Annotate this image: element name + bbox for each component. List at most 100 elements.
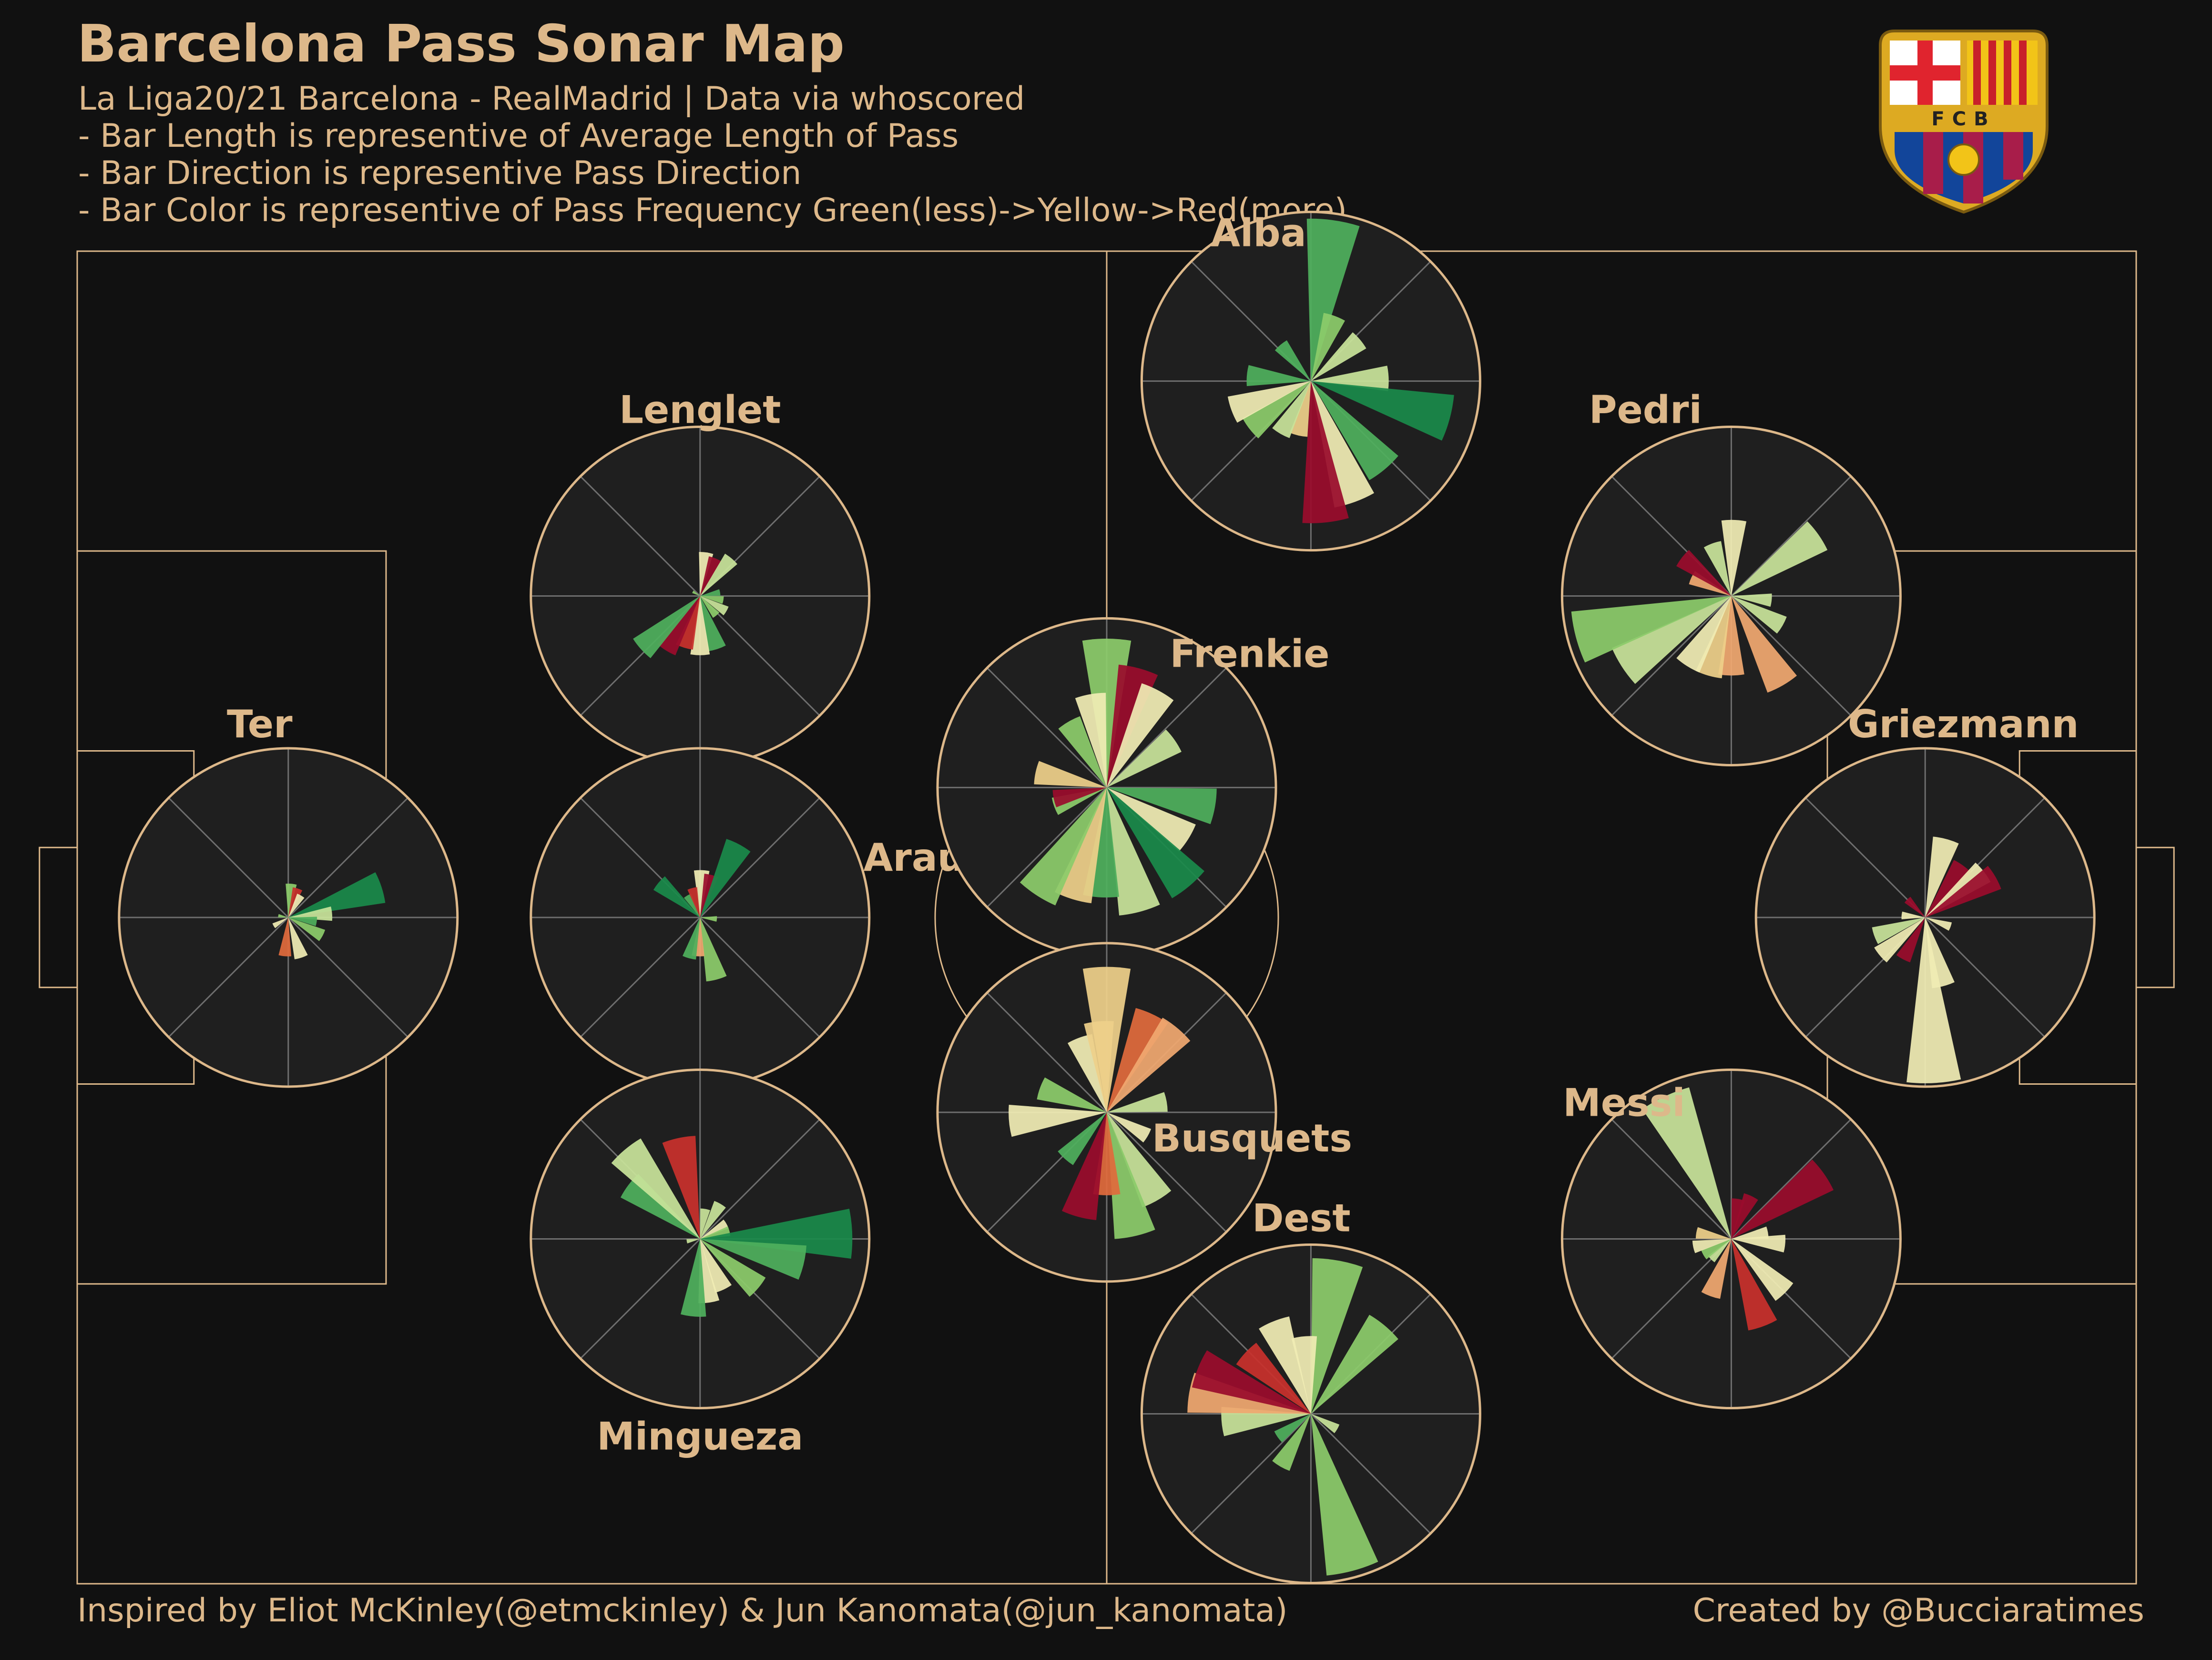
player-label: Dest: [1252, 1196, 1351, 1240]
sonar-messi: Messi: [1560, 1069, 1902, 1410]
sonar-bar: [1107, 787, 1205, 898]
sonar-bar: [1731, 1193, 1758, 1239]
sonar-gridline: [580, 476, 701, 597]
sonar-bar: [1107, 729, 1182, 788]
sonar-gridline: [580, 917, 701, 1038]
sonar-bar: [1037, 1077, 1107, 1112]
sonar-gridline: [1925, 917, 2046, 1038]
sonar-bar: [700, 553, 738, 596]
sonar-bar: [1274, 340, 1311, 381]
sonar-bar: [1731, 1239, 1794, 1301]
sonar-bar: [1227, 381, 1311, 423]
sonar-outline: [1140, 211, 1481, 552]
sonar-bar: [1311, 1258, 1363, 1414]
sonar-gridline: [1611, 595, 1732, 716]
sonar-bar: [681, 1239, 706, 1317]
player-label: Ter: [227, 702, 293, 746]
sonar-dest: Dest: [1140, 1196, 1481, 1585]
sonar-gridline: [168, 797, 289, 918]
sonar-gridline: [699, 1119, 820, 1240]
left-goal: [39, 846, 78, 988]
sonar-bar: [1731, 1159, 1834, 1239]
sonar-gridline: [1731, 476, 1852, 597]
sonar-bar: [686, 1239, 700, 1243]
sonar-bar: [1274, 1414, 1311, 1443]
sonar-bar: [700, 596, 729, 616]
sonar-lenglet: Lenglet: [530, 387, 871, 766]
sonar-bar: [1019, 787, 1107, 906]
sonar-bar: [1925, 836, 1959, 917]
sonar-bar: [1311, 1314, 1398, 1414]
sonar-bar: [1925, 866, 2001, 917]
right-goal: [2135, 846, 2175, 988]
subtitle-line-2: - Bar Length is representive of Average …: [78, 117, 959, 155]
sonar-bar: [1302, 381, 1349, 523]
sonar-bar: [1676, 596, 1732, 673]
sonar-bar: [1721, 519, 1747, 596]
sonar-bar: [1192, 1350, 1311, 1414]
sonar-bar: [1067, 1034, 1107, 1112]
sonar-bar: [1311, 1414, 1378, 1576]
sonar-bar: [657, 596, 700, 656]
sonar-bar: [1731, 1239, 1777, 1331]
sonar-bar: [288, 917, 326, 941]
pitch-markings: [39, 250, 2175, 1585]
sonar-bar: [611, 1138, 700, 1239]
sonar-gridline: [1731, 595, 1852, 716]
sonar-bar: [1703, 541, 1732, 596]
sonar-gridline: [1106, 1111, 1227, 1232]
sonar-bar: [700, 1208, 711, 1239]
sonar-bar: [1058, 716, 1107, 788]
sonar-bar: [1731, 1234, 1785, 1253]
sonar-outline: [1140, 1243, 1481, 1585]
sonar-bar: [1236, 1343, 1311, 1414]
sonar-bar: [1061, 1112, 1107, 1221]
sonar-gridline: [287, 797, 408, 918]
sonar-bar: [1107, 1008, 1168, 1112]
sonar-bar: [1084, 1021, 1114, 1112]
sonar-bar: [1058, 1112, 1107, 1165]
sonar-bar: [700, 556, 722, 596]
sonar-bar: [1107, 1112, 1152, 1143]
sonar-bar: [633, 596, 700, 658]
chart-title: Barcelona Pass Sonar Map: [77, 14, 845, 74]
sonar-bar: [1311, 332, 1366, 381]
sonar-bar: [1731, 1226, 1769, 1239]
player-label: Frenkie: [1170, 631, 1329, 676]
sonar-bar: [1272, 1414, 1311, 1471]
sonar-bar: [1708, 1239, 1732, 1263]
sonar-gridline: [168, 917, 289, 1038]
sonar-bar: [1107, 1092, 1168, 1112]
sonar-bar: [620, 1174, 700, 1239]
sonar-bar: [683, 894, 700, 917]
sonar-mingueza: Mingueza: [530, 1069, 871, 1459]
sonar-pedri: Pedri: [1560, 387, 1902, 766]
sonar-frenkie: Frenkie: [936, 617, 1330, 958]
sonar-alba: Alba: [1140, 211, 1481, 552]
sonar-outline: [936, 942, 1277, 1283]
sonar-bar: [683, 917, 700, 960]
sonar-bar: [700, 917, 727, 982]
sonar-bar: [692, 591, 700, 596]
sonar-gridline: [1106, 667, 1227, 788]
sonar-bar: [1731, 596, 1797, 693]
sonar-gridline: [986, 992, 1108, 1113]
sonar-gridline: [1731, 1119, 1852, 1240]
sonar-bar: [1731, 596, 1787, 634]
sonar-bar: [1611, 596, 1732, 684]
credit-created-by: Created by @Bucciaratimes: [1692, 1592, 2144, 1629]
sonar-bar: [278, 917, 292, 957]
sonar-bar: [1107, 787, 1217, 825]
player-label: Messi: [1563, 1081, 1685, 1125]
sonar-araujo: Araujo: [530, 747, 1004, 1088]
sonar-bar: [1925, 862, 1991, 917]
sonar-bar: [1906, 917, 1961, 1083]
sonar-bar: [1311, 381, 1398, 480]
sonar-bar: [1731, 593, 1772, 607]
fcb-crest-logo: FCB: [1879, 30, 2049, 214]
sonar-bar: [1872, 917, 1926, 944]
sonar-bar: [700, 596, 720, 618]
player-label: Griezmann: [1848, 702, 2079, 746]
sonar-bar: [1107, 787, 1196, 852]
sonar-bar: [1034, 761, 1107, 788]
